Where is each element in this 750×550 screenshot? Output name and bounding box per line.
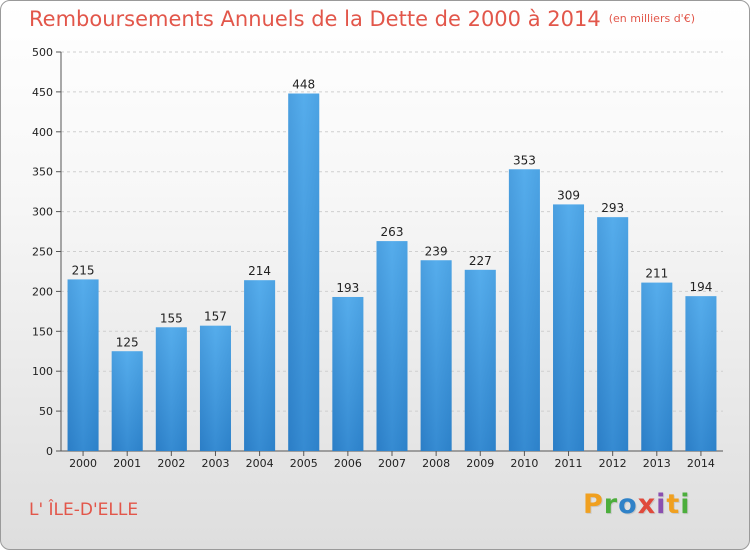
y-tick-label: 200: [32, 285, 53, 298]
logo-letter: i: [680, 489, 691, 520]
value-label-2012: 293: [601, 201, 624, 215]
chart-title: Remboursements Annuels de la Dette de 20…: [29, 7, 695, 31]
title-unit: (en milliers d'€): [608, 12, 695, 25]
x-tick-label: 2013: [643, 457, 671, 470]
value-label-2004: 214: [248, 264, 271, 278]
logo-letter: r: [603, 489, 619, 520]
x-tick-label: 2012: [599, 457, 627, 470]
bar-shade-2011: [553, 204, 585, 451]
bar-shade-2000: [67, 279, 99, 451]
x-tick-label: 2004: [246, 457, 274, 470]
x-tick-label: 2007: [378, 457, 406, 470]
logo-letter: x: [637, 489, 657, 520]
value-label-2011: 309: [557, 188, 580, 202]
x-tick-label: 2009: [466, 457, 494, 470]
value-label-2005: 448: [292, 77, 315, 91]
y-tick-label: 300: [32, 206, 53, 219]
title-text: Remboursements Annuels de la Dette de 20…: [29, 7, 601, 31]
bar-shade-2003: [199, 325, 231, 451]
x-tick-label: 2002: [157, 457, 185, 470]
x-tick-label: 2001: [113, 457, 141, 470]
logo-letter: i: [656, 489, 667, 520]
x-tick-label: 2008: [422, 457, 450, 470]
y-tick-label: 250: [32, 246, 53, 259]
y-tick-label: 50: [39, 405, 53, 418]
x-tick-label: 2000: [69, 457, 97, 470]
x-tick-label: 2011: [555, 457, 583, 470]
y-tick-label: 500: [32, 46, 53, 59]
value-label-2013: 211: [645, 267, 668, 281]
x-tick-label: 2006: [334, 457, 362, 470]
commune-name: L' ÎLE-D'ELLE: [29, 500, 139, 520]
bar-shade-2006: [332, 296, 364, 451]
value-label-2014: 194: [689, 280, 712, 294]
bar-shade-2009: [464, 269, 496, 451]
proxiti-logo: Proxiti: [583, 489, 691, 520]
logo-letter: t: [666, 489, 681, 520]
value-labels: 215 125 155 157 214 448 193 263 239 227 353 309 293 2…: [72, 77, 713, 349]
bar-shade-2004: [244, 280, 276, 451]
value-label-2006: 193: [336, 281, 359, 295]
bar-shade-2001: [111, 351, 143, 451]
x-tick-label: 2010: [510, 457, 538, 470]
x-tick-label: 2014: [687, 457, 715, 470]
value-label-2008: 239: [425, 244, 448, 258]
y-tick-label: 450: [32, 86, 53, 99]
value-label-2001: 125: [116, 335, 139, 349]
bar-shade-2008: [420, 260, 452, 451]
bars: [67, 93, 717, 451]
x-tick-label: 2003: [201, 457, 229, 470]
bar-shade-2014: [685, 296, 717, 451]
value-label-2009: 227: [469, 254, 492, 268]
bar-shade-2005: [288, 93, 320, 451]
y-tick-label: 100: [32, 365, 53, 378]
bar-shade-2013: [641, 282, 673, 451]
logo-letter: P: [583, 489, 604, 520]
value-label-2002: 155: [160, 311, 183, 325]
bar-shade-2007: [376, 241, 408, 451]
logo-letter: o: [618, 489, 638, 520]
value-label-2000: 215: [72, 263, 95, 277]
y-tick-label: 350: [32, 166, 53, 179]
y-tick-label: 0: [46, 445, 53, 458]
value-label-2003: 157: [204, 310, 227, 324]
bar-shade-2002: [155, 327, 187, 451]
value-label-2010: 353: [513, 153, 536, 167]
y-tick-label: 150: [32, 325, 53, 338]
x-tick-labels: 2000 2001 2002 2003 2004 2005 2006 2007 2008 2009…: [69, 451, 715, 470]
y-tick-labels: 0 50 100 150 200 250 300 350 400 450 500: [32, 46, 53, 458]
bar-shade-2012: [597, 217, 629, 451]
bar-shade-2010: [508, 169, 540, 451]
y-tick-label: 400: [32, 126, 53, 139]
value-label-2007: 263: [381, 225, 404, 239]
x-tick-label: 2005: [290, 457, 318, 470]
